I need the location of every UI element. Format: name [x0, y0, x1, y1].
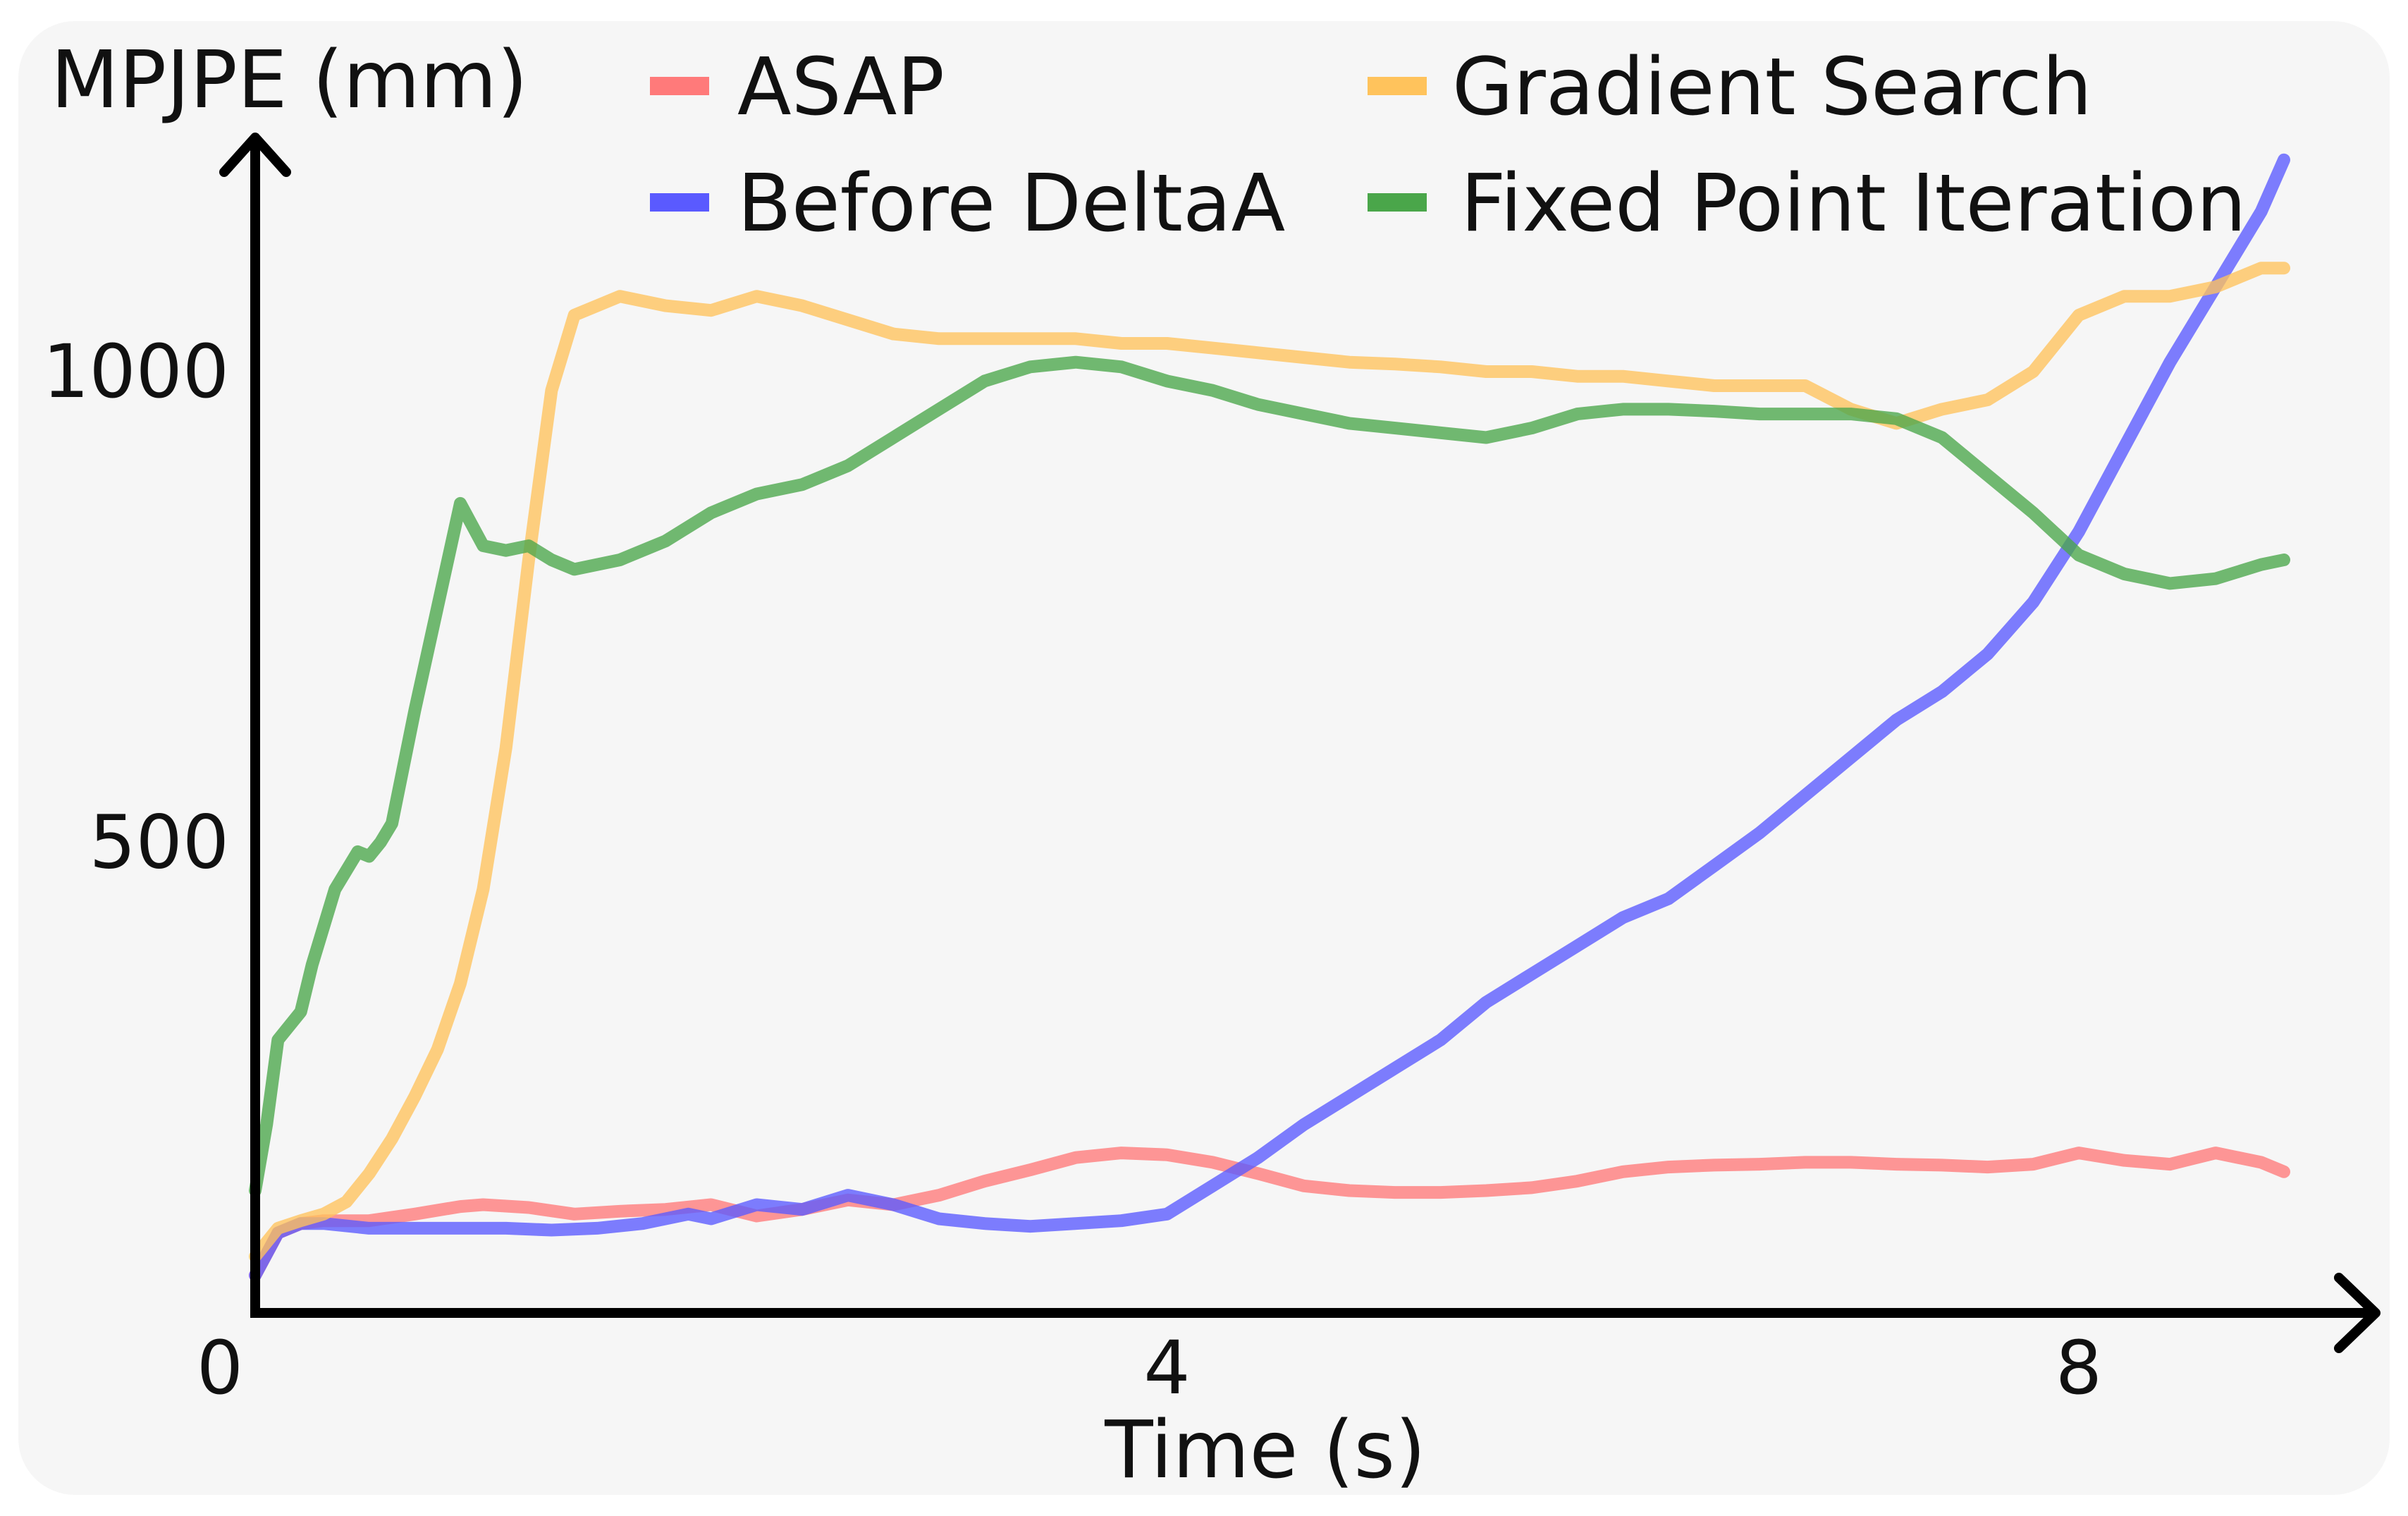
x-tick-label: 0 — [197, 1325, 243, 1411]
series-line-before-deltaa — [249, 153, 2290, 1282]
legend-item-before-deltaa: Before DeltaA — [650, 158, 1285, 250]
series-line-fixed-point-iteration — [249, 355, 2290, 1197]
legend: ASAP Before DeltaA Gradient Search Fixed… — [650, 42, 2247, 250]
legend-item-fixed-point-iteration: Fixed Point Iteration — [1368, 158, 2247, 250]
y-axis-label: MPJPE (mm) — [51, 35, 528, 126]
series-layer — [249, 153, 2290, 1282]
x-axis-arrow — [2334, 1273, 2381, 1353]
x-tick-label: 4 — [1143, 1325, 1190, 1411]
y-axis-arrow — [219, 133, 291, 177]
x-axis-label: Time (s) — [1104, 1405, 1425, 1496]
tick-layer: 0 4 8 500 1000 — [42, 329, 2102, 1411]
series-line-gradient-search — [249, 262, 2290, 1263]
legend-label-before-deltaa: Before DeltaA — [737, 158, 1285, 250]
y-tick-label: 500 — [89, 800, 229, 886]
legend-item-gradient-search: Gradient Search — [1368, 42, 2092, 133]
y-tick-label: 1000 — [42, 329, 229, 415]
legend-label-gradient-search: Gradient Search — [1452, 42, 2092, 133]
legend-label-fixed-point-iteration: Fixed Point Iteration — [1461, 158, 2247, 250]
legend-label-asap: ASAP — [737, 42, 945, 133]
x-tick-label: 8 — [2056, 1325, 2102, 1411]
legend-item-asap: ASAP — [650, 42, 945, 133]
